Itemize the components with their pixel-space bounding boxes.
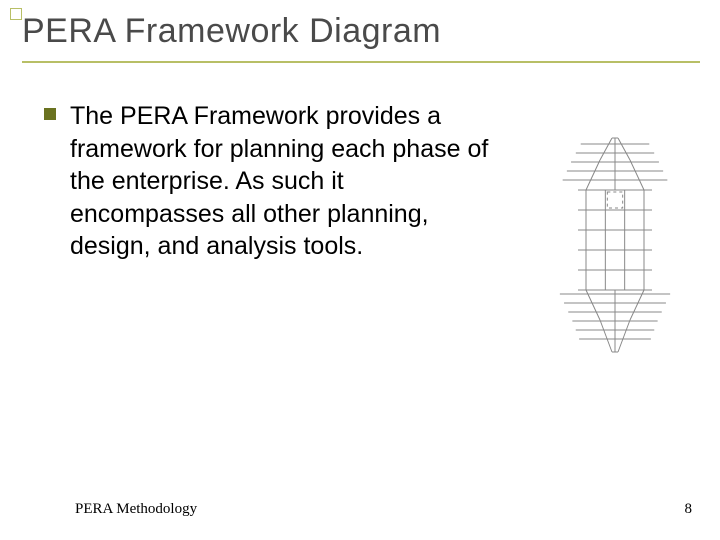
page-title: PERA Framework Diagram bbox=[22, 12, 700, 51]
title-underline: PERA Framework Diagram bbox=[22, 12, 700, 63]
footer-left: PERA Methodology bbox=[75, 501, 197, 518]
pera-diagram bbox=[540, 130, 690, 360]
page-number: 8 bbox=[685, 501, 693, 518]
accent-square bbox=[10, 8, 22, 20]
bullet-square-icon bbox=[44, 108, 56, 120]
body-text: The PERA Framework provides a framework … bbox=[70, 100, 500, 263]
